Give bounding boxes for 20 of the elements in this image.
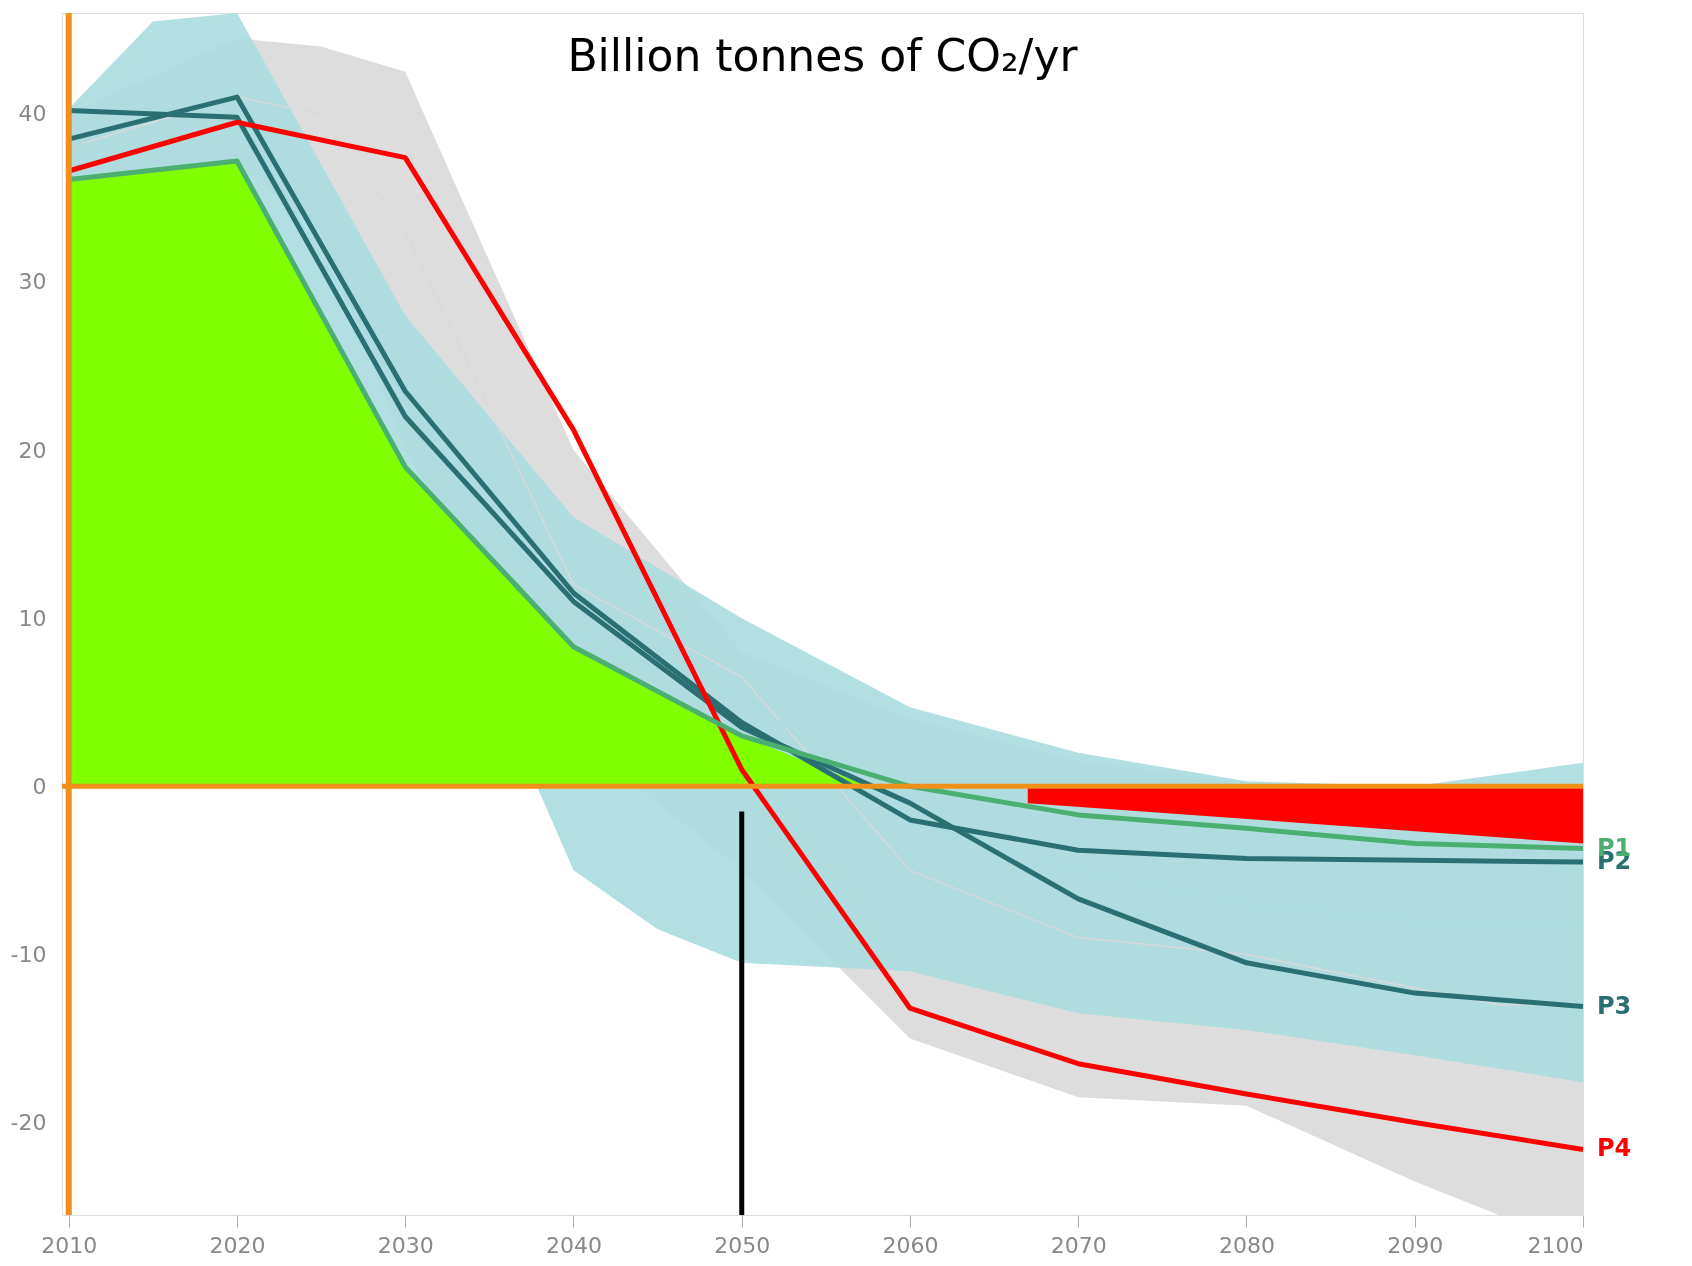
y-tick-label: 10	[18, 605, 47, 631]
y-tick-label: 40	[18, 101, 47, 127]
y-tick-label: 0	[32, 773, 47, 799]
series-label: P3	[1597, 991, 1632, 1020]
x-tick-label: 2030	[377, 1232, 434, 1258]
x-tick-label: 2070	[1050, 1232, 1107, 1258]
x-tick-label: 2080	[1219, 1232, 1275, 1258]
x-tick-label: 2090	[1387, 1232, 1444, 1258]
x-tick-label: 2100	[1527, 1232, 1584, 1258]
chart-title: Billion tonnes of CO₂/yr	[567, 30, 1079, 81]
x-tick-label: 2040	[545, 1232, 602, 1258]
x-tick-label: 2020	[209, 1232, 266, 1258]
y-tick-label: -20	[10, 1110, 47, 1136]
x-tick-label: 2010	[41, 1232, 98, 1258]
y-tick-label: 20	[18, 437, 47, 463]
y-tick-label: -10	[10, 941, 47, 967]
series-label: P4	[1597, 1134, 1632, 1163]
y-tick-label: 30	[18, 269, 47, 295]
x-tick-label: 2060	[882, 1232, 939, 1258]
x-tick-label: 2050	[714, 1232, 771, 1258]
